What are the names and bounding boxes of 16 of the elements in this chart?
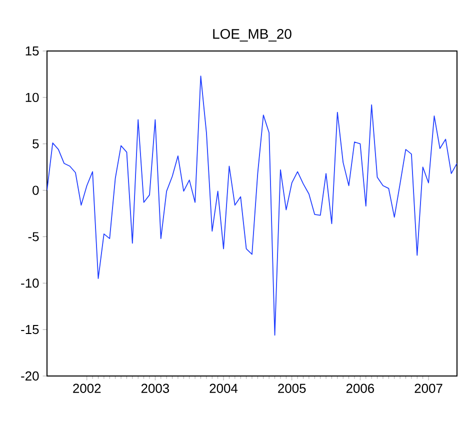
y-tick-label: 5: [32, 139, 39, 148]
x-tick-label: 2004: [210, 384, 238, 393]
x-tick-label: 2005: [278, 384, 306, 393]
y-tick-label: -5: [28, 232, 39, 242]
y-tick-label: -10: [21, 278, 39, 288]
line-series: [47, 76, 457, 336]
x-tick-label: 2006: [346, 384, 374, 393]
y-tick-label: 0: [32, 186, 39, 195]
y-tick-label: -20: [21, 371, 39, 381]
x-tick-label: 2003: [141, 384, 170, 393]
y-tick-label: 10: [26, 92, 39, 102]
y-tick-label: -15: [21, 325, 39, 334]
y-tick-label: 15: [26, 46, 39, 56]
x-tick-label: 2002: [73, 384, 101, 393]
chart-title: LOE_MB_20: [213, 28, 292, 42]
x-tick-label: 2007: [414, 384, 442, 393]
